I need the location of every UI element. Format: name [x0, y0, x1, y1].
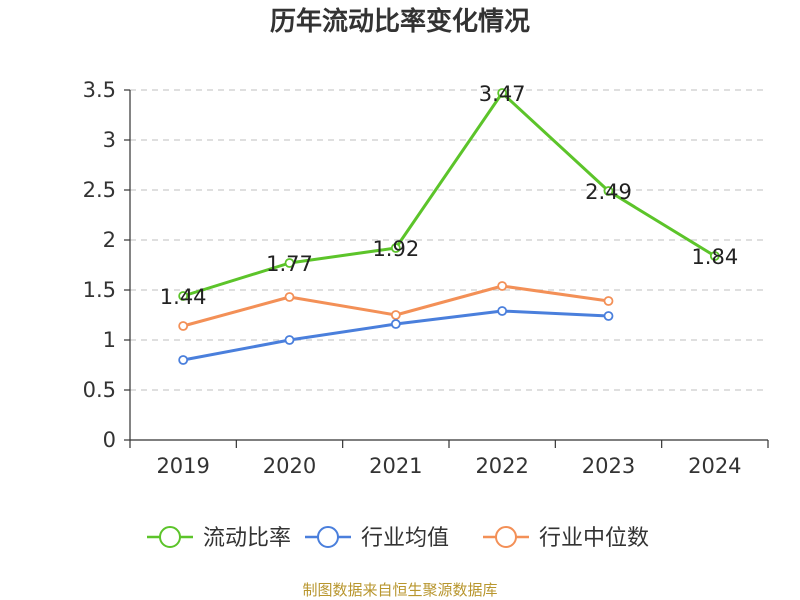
legend-item[interactable]: 流动比率 [147, 526, 291, 551]
series-line [182, 91, 716, 298]
y-tick-label: 0.5 [83, 378, 116, 402]
data-point [497, 306, 508, 316]
y-tick-label: 2.5 [83, 178, 116, 202]
data-point [497, 281, 508, 291]
data-label: 3.47 [479, 82, 526, 106]
x-tick-label: 2020 [263, 454, 316, 478]
legend-label: 行业中位数 [539, 526, 649, 551]
chart-title: 历年流动比率变化情况 [270, 6, 530, 37]
data-point [178, 321, 189, 331]
data-point [390, 319, 401, 329]
legend-item[interactable]: 行业均值 [305, 526, 449, 551]
data-point [603, 311, 614, 321]
data-point [390, 310, 401, 320]
y-tick-label: 0 [103, 428, 116, 452]
y-tick-label: 1.5 [83, 278, 116, 302]
data-label: 1.92 [372, 237, 419, 261]
data-point [603, 296, 614, 306]
axes: 0 0.5 1 1.5 2 2.5 3 3.5 2019 2020 2021 2022 2023 2024 [83, 78, 769, 478]
legend-label: 流动比率 [203, 526, 291, 551]
x-tick-label: 2024 [688, 454, 741, 478]
grid [130, 89, 768, 391]
data-point [709, 251, 720, 261]
y-tick-label: 2 [103, 228, 116, 252]
data-point [603, 186, 614, 196]
data-point [178, 355, 189, 365]
legend-marker [495, 526, 517, 548]
data-point [284, 292, 295, 302]
legend-marker [159, 526, 181, 548]
legend-marker [317, 526, 339, 548]
x-tick-label: 2021 [369, 454, 422, 478]
y-tick-label: 3 [103, 128, 116, 152]
legend[interactable]: 流动比率 行业均值 行业中位数 [147, 526, 649, 551]
y-tick-label: 3.5 [83, 78, 116, 102]
data-label: 1.84 [691, 245, 738, 269]
x-tick-label: 2019 [156, 454, 209, 478]
data-point [284, 335, 295, 345]
data-label: 2.49 [585, 180, 632, 204]
legend-label: 行业均值 [361, 526, 449, 551]
data-label: 1.77 [266, 252, 313, 276]
x-tick-label: 2023 [582, 454, 635, 478]
source-note: 制图数据来自恒生聚源数据库 [302, 581, 497, 599]
data-point [497, 88, 508, 98]
data-point [390, 243, 401, 253]
x-tick-label: 2022 [475, 454, 528, 478]
legend-item[interactable]: 行业中位数 [483, 526, 649, 551]
data-point [284, 258, 295, 268]
y-tick-label: 1 [103, 328, 116, 352]
data-point [178, 291, 189, 301]
series-group: 1.44 1.77 1.92 3.47 2.49 1.84 [160, 82, 738, 365]
data-label: 1.44 [160, 285, 207, 309]
